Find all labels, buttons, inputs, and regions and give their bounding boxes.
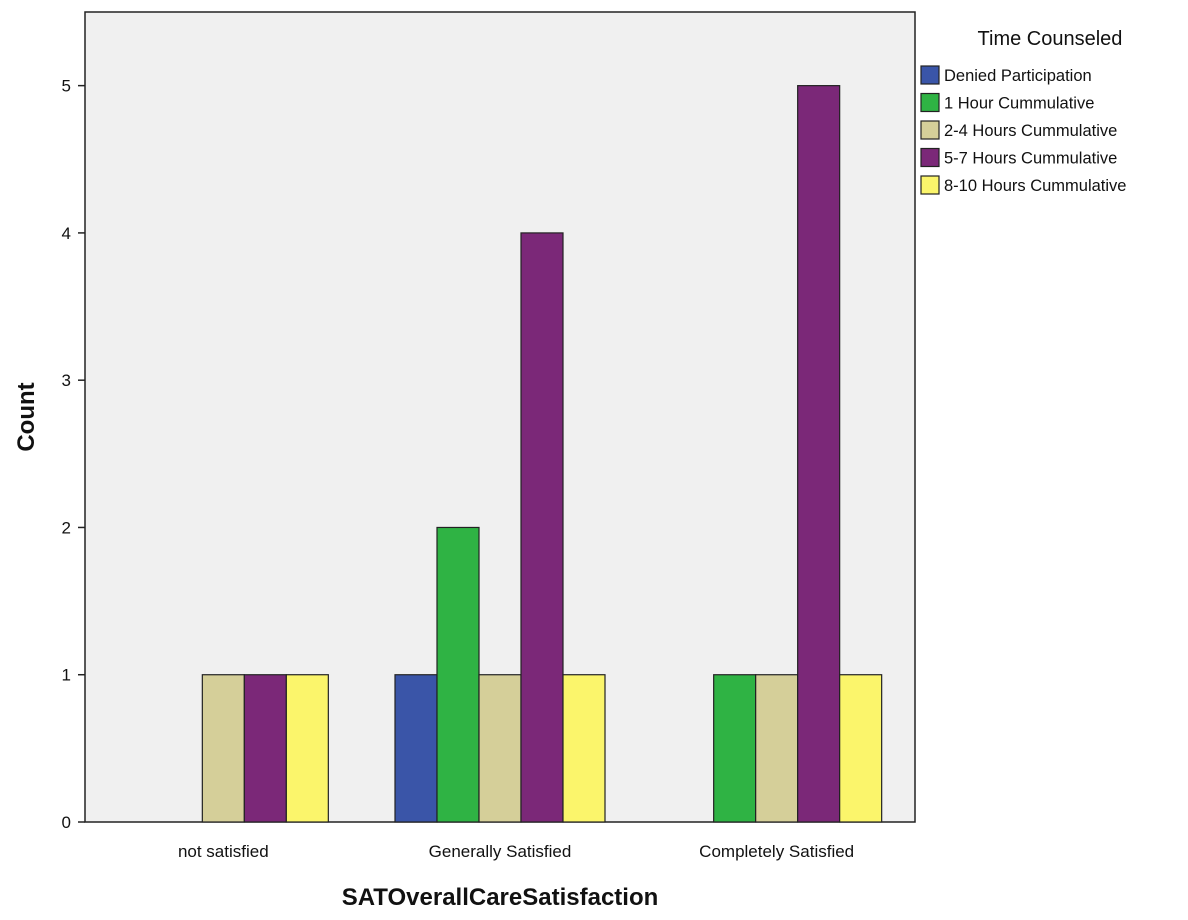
y-axis: 0 1 2 3 4 5 bbox=[62, 77, 85, 832]
bar bbox=[201, 674, 245, 823]
x-tick-label: Completely Satisfied bbox=[699, 842, 854, 861]
y-tick-label: 3 bbox=[62, 371, 71, 390]
y-tick-label: 2 bbox=[62, 518, 71, 537]
bar bbox=[436, 526, 480, 823]
y-tick-label: 4 bbox=[62, 224, 71, 243]
legend-label: 8-10 Hours Cummulative bbox=[944, 177, 1126, 195]
y-tick-label: 0 bbox=[62, 813, 71, 832]
bar bbox=[394, 674, 438, 823]
bar bbox=[839, 674, 883, 823]
bar bbox=[713, 674, 757, 823]
x-tick-label: not satisfied bbox=[178, 842, 269, 861]
legend-swatch bbox=[920, 120, 940, 140]
bar bbox=[755, 674, 799, 823]
legend-swatch bbox=[920, 92, 940, 113]
y-tick-label: 5 bbox=[62, 77, 71, 96]
legend-title: Time Counseled bbox=[978, 28, 1123, 50]
bar bbox=[243, 674, 287, 823]
legend-swatch bbox=[920, 147, 940, 168]
bar bbox=[562, 674, 606, 823]
legend-label: 5-7 Hours Cummulative bbox=[944, 150, 1117, 168]
legend-label: 1 Hour Cummulative bbox=[944, 95, 1094, 113]
x-tick-label: Generally Satisfied bbox=[429, 842, 572, 861]
x-axis: not satisfied Generally Satisfied Complete… bbox=[178, 842, 854, 861]
y-axis-label: Count bbox=[13, 382, 40, 451]
legend: Time Counseled Denied Participation 1 Hou… bbox=[920, 28, 1126, 195]
legend-swatch bbox=[920, 175, 940, 195]
legend-label: Denied Participation bbox=[944, 67, 1092, 85]
bar bbox=[478, 674, 522, 823]
x-axis-label: SATOverallCareSatisfaction bbox=[342, 884, 659, 911]
bar bbox=[285, 674, 329, 823]
bar bbox=[797, 85, 841, 823]
bar bbox=[520, 232, 564, 823]
legend-swatch bbox=[920, 65, 940, 85]
legend-label: 2-4 Hours Cummulative bbox=[944, 122, 1117, 140]
bars bbox=[201, 85, 883, 823]
y-tick-label: 1 bbox=[62, 666, 71, 685]
